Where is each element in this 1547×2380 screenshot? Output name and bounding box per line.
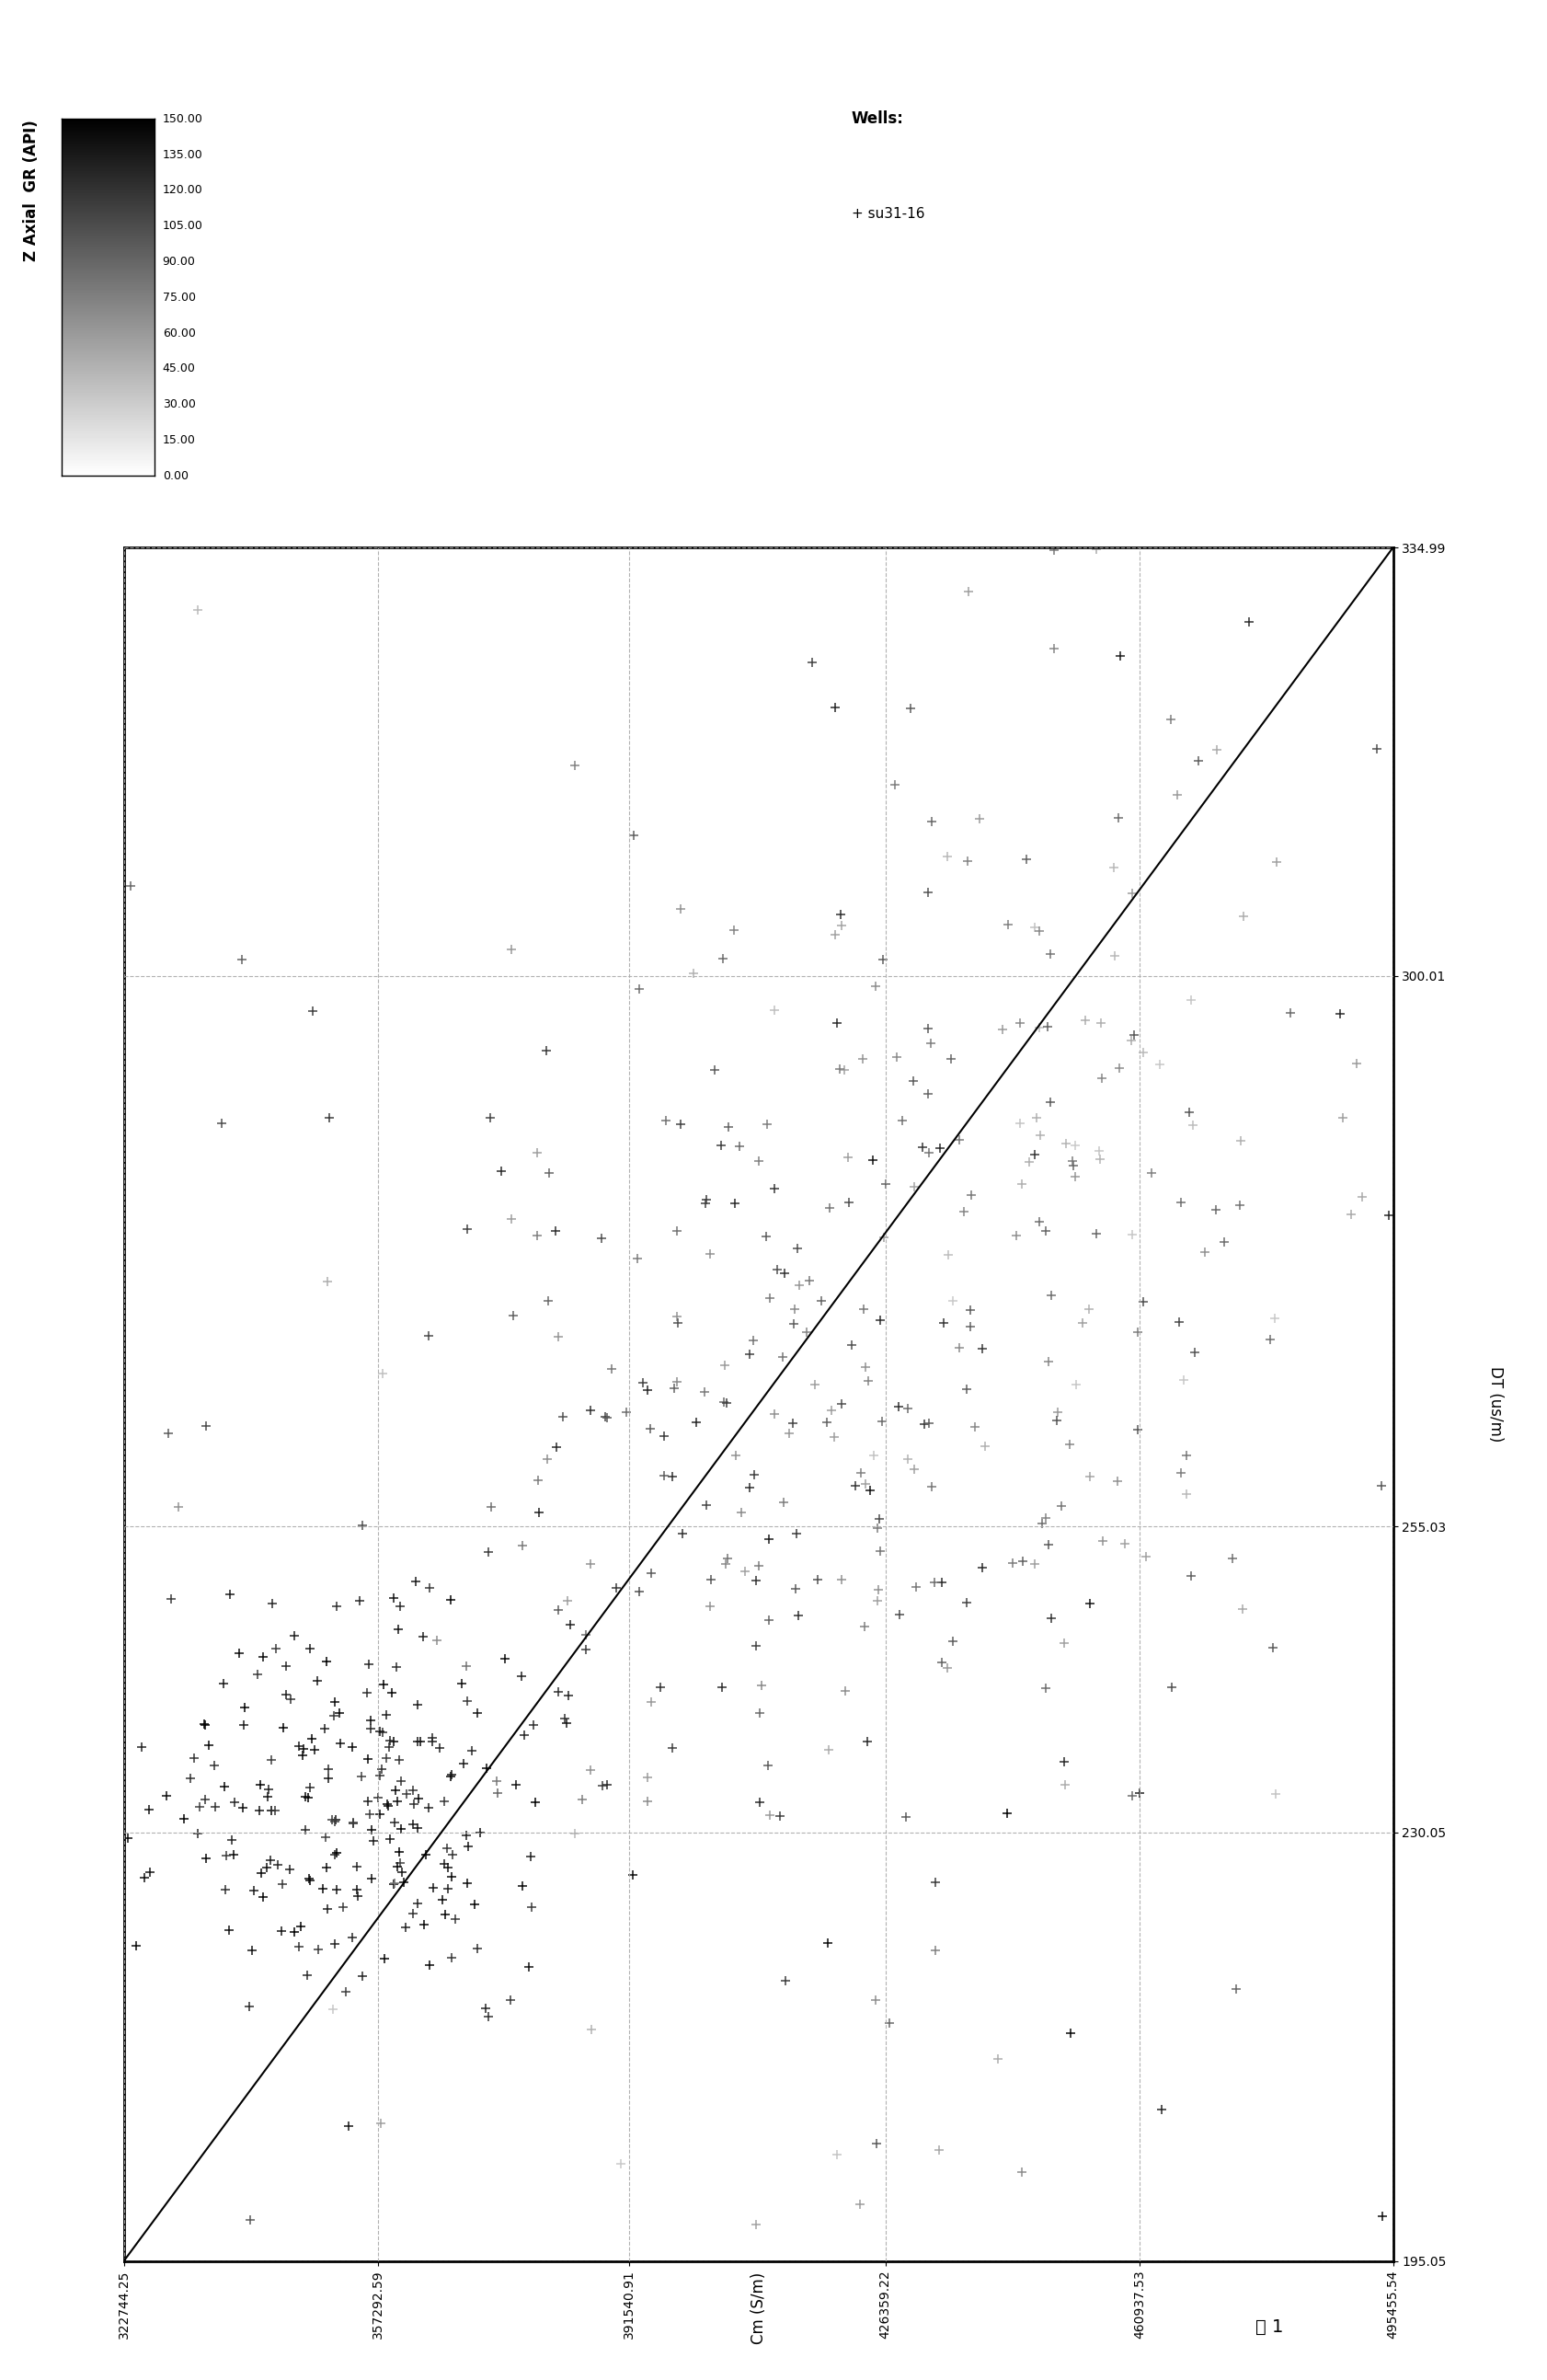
Text: + su31-16: + su31-16 bbox=[851, 207, 924, 221]
Text: 45.00: 45.00 bbox=[162, 362, 195, 376]
Text: 120.00: 120.00 bbox=[162, 183, 203, 198]
Text: 60.00: 60.00 bbox=[162, 326, 195, 340]
Text: 15.00: 15.00 bbox=[162, 433, 195, 447]
Text: 30.00: 30.00 bbox=[162, 397, 195, 412]
Text: 135.00: 135.00 bbox=[162, 148, 203, 162]
Text: 105.00: 105.00 bbox=[162, 219, 203, 233]
Text: 0.00: 0.00 bbox=[162, 469, 189, 483]
Text: 75.00: 75.00 bbox=[162, 290, 195, 305]
Text: Wells:: Wells: bbox=[851, 112, 903, 126]
Text: 90.00: 90.00 bbox=[162, 255, 195, 269]
Text: Z Axial  GR (API): Z Axial GR (API) bbox=[23, 119, 39, 262]
Text: 150.00: 150.00 bbox=[162, 112, 203, 126]
Text: Cm (S/m): Cm (S/m) bbox=[750, 2273, 766, 2344]
Y-axis label: DT (us/m): DT (us/m) bbox=[1487, 1366, 1504, 1442]
Text: 图 1: 图 1 bbox=[1255, 2318, 1282, 2337]
